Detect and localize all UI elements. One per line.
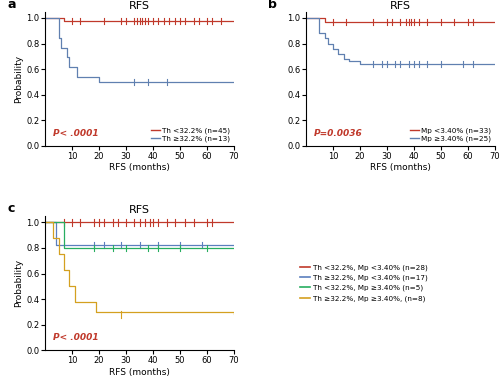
X-axis label: RFS (months): RFS (months) [109, 163, 170, 172]
Text: P< .0001: P< .0001 [52, 333, 98, 342]
Y-axis label: Probability: Probability [14, 55, 24, 103]
Title: RFS: RFS [390, 1, 411, 11]
Legend: Th <32.2%, Mp <3.40% (n=28), Th ≥32.2%, Mp <3.40% (n=17), Th <32.2%, Mp ≥3.40% (: Th <32.2%, Mp <3.40% (n=28), Th ≥32.2%, … [300, 264, 428, 302]
Y-axis label: Probability: Probability [14, 259, 24, 307]
Title: RFS: RFS [129, 1, 150, 11]
Title: RFS: RFS [129, 205, 150, 215]
Legend: Th <32.2% (n=45), Th ≥32.2% (n=13): Th <32.2% (n=45), Th ≥32.2% (n=13) [151, 127, 230, 142]
X-axis label: RFS (months): RFS (months) [109, 368, 170, 377]
X-axis label: RFS (months): RFS (months) [370, 163, 431, 172]
Text: b: b [268, 0, 277, 11]
Text: P=0.0036: P=0.0036 [314, 129, 362, 138]
Text: a: a [7, 0, 16, 11]
Text: c: c [7, 203, 14, 216]
Text: P< .0001: P< .0001 [52, 129, 98, 138]
Legend: Mp <3.40% (n=33), Mp ≥3.40% (n=25): Mp <3.40% (n=33), Mp ≥3.40% (n=25) [410, 127, 492, 142]
